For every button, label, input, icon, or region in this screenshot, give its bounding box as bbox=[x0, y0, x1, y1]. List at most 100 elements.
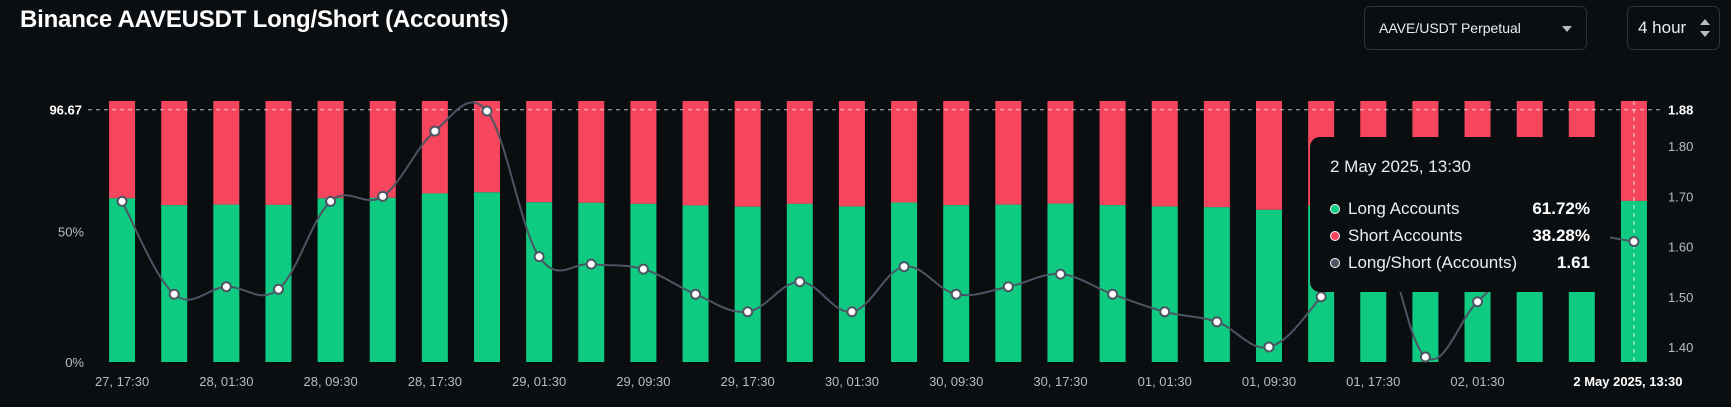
x-tick-label: 01, 01:30 bbox=[1138, 374, 1192, 389]
ratio-legend-dot-icon bbox=[1330, 257, 1340, 268]
interval-select[interactable]: 4 hour bbox=[1627, 6, 1720, 50]
y-left-tick-label: 0% bbox=[65, 355, 84, 370]
long-bar bbox=[474, 192, 500, 362]
long-bar bbox=[943, 205, 970, 362]
short-bar bbox=[421, 101, 448, 194]
short-bar bbox=[943, 101, 970, 206]
ratio-point bbox=[1054, 268, 1066, 280]
y-right-tick-label: 1.40 bbox=[1668, 340, 1693, 355]
chevron-down-icon bbox=[1562, 26, 1572, 32]
long-bar bbox=[109, 198, 136, 362]
ratio-point bbox=[1419, 351, 1431, 363]
short-bar bbox=[1151, 101, 1178, 207]
short-bar bbox=[734, 101, 761, 207]
symbol-select[interactable]: AAVE/USDT Perpetual bbox=[1364, 6, 1587, 50]
long-bar bbox=[1256, 209, 1282, 362]
long-bar bbox=[1151, 206, 1178, 362]
x-tick-label: 29, 01:30 bbox=[512, 374, 566, 389]
tooltip-row-long: Long Accounts 61.72% bbox=[1330, 195, 1590, 222]
long-bar bbox=[630, 203, 657, 362]
ratio-point bbox=[168, 288, 180, 300]
short-bar bbox=[995, 101, 1022, 205]
y-right-tick-label: 1.70 bbox=[1668, 189, 1693, 204]
x-tick-label: 29, 09:30 bbox=[616, 374, 670, 389]
ratio-point bbox=[377, 190, 389, 202]
ratio-point bbox=[950, 288, 962, 300]
symbol-select-label: AAVE/USDT Perpetual bbox=[1379, 20, 1521, 36]
short-bar bbox=[891, 101, 918, 203]
tooltip-value: 38.28% bbox=[1532, 225, 1590, 245]
long-bar bbox=[265, 204, 292, 362]
ratio-point bbox=[637, 263, 649, 275]
ratio-point bbox=[1159, 306, 1171, 318]
ratio-point bbox=[481, 105, 493, 117]
short-bar bbox=[265, 101, 292, 205]
ratio-point bbox=[846, 306, 858, 318]
short-bar bbox=[369, 101, 396, 198]
ratio-point bbox=[220, 281, 232, 293]
chart-title: Binance AAVEUSDT Long/Short (Accounts) bbox=[20, 6, 509, 33]
long-bar bbox=[1099, 205, 1126, 362]
short-bar bbox=[1099, 101, 1126, 206]
short-bar bbox=[578, 101, 605, 203]
tooltip-row-ratio: Long/Short (Accounts) 1.61 bbox=[1330, 249, 1590, 276]
ratio-point bbox=[585, 258, 597, 270]
short-bar bbox=[161, 101, 188, 206]
ratio-point bbox=[429, 125, 441, 137]
x-tick-label: 01, 17:30 bbox=[1346, 374, 1400, 389]
tooltip-row-short: Short Accounts 38.28% bbox=[1330, 222, 1590, 249]
long-bar bbox=[838, 206, 865, 362]
ratio-point bbox=[1211, 316, 1223, 328]
ratio-point bbox=[1315, 291, 1327, 303]
long-bar bbox=[317, 198, 344, 362]
y-right-tick-label: 1.80 bbox=[1668, 139, 1693, 154]
updown-arrows-icon bbox=[1700, 19, 1710, 39]
crosshair-left-label-bg bbox=[40, 98, 88, 121]
long-legend-dot-icon bbox=[1330, 203, 1340, 214]
long-bar bbox=[1620, 200, 1647, 362]
long-bar bbox=[1203, 207, 1230, 362]
long-bar bbox=[1047, 203, 1074, 362]
long-bar bbox=[369, 197, 396, 362]
ratio-point bbox=[1002, 281, 1014, 293]
chart-tooltip: 2 May 2025, 13:30 Long Accounts 61.72% S… bbox=[1310, 137, 1610, 292]
tooltip-label: Long Accounts bbox=[1348, 198, 1460, 218]
x-tick-label: 28, 09:30 bbox=[303, 374, 357, 389]
long-bar bbox=[421, 193, 448, 362]
y-right-tick-label: 1.50 bbox=[1668, 290, 1693, 305]
tooltip-label: Long/Short (Accounts) bbox=[1348, 252, 1518, 272]
crosshair-x-label: 2 May 2025, 13:30 bbox=[1573, 374, 1682, 389]
y-right-tick-label: 1.60 bbox=[1668, 240, 1693, 255]
interval-select-label: 4 hour bbox=[1638, 18, 1687, 37]
crosshair-right-label: 1.88 bbox=[1668, 103, 1693, 118]
x-tick-label: 30, 17:30 bbox=[1033, 374, 1087, 389]
short-bar bbox=[1256, 101, 1282, 210]
ratio-point bbox=[794, 276, 806, 288]
ratio-point bbox=[533, 251, 545, 263]
short-bar bbox=[786, 101, 813, 204]
short-bar bbox=[1203, 101, 1230, 208]
ratio-point bbox=[325, 195, 337, 207]
short-bar bbox=[838, 101, 865, 207]
ratio-point bbox=[898, 261, 910, 273]
short-bar bbox=[526, 101, 553, 203]
tooltip-date: 2 May 2025, 13:30 bbox=[1330, 157, 1471, 176]
x-tick-label: 30, 01:30 bbox=[825, 374, 879, 389]
short-bar bbox=[630, 101, 657, 204]
ratio-point bbox=[1263, 341, 1275, 353]
tooltip-value: 61.72% bbox=[1532, 198, 1590, 218]
crosshair-right-label-bg bbox=[1662, 98, 1710, 121]
short-bar bbox=[682, 101, 709, 206]
short-bar bbox=[1047, 101, 1074, 204]
short-bar bbox=[213, 101, 240, 205]
crosshair-left-label: 96.67 bbox=[49, 103, 82, 118]
x-tick-label: 28, 01:30 bbox=[199, 374, 253, 389]
x-tick-label: 28, 17:30 bbox=[408, 374, 462, 389]
tooltip-label: Short Accounts bbox=[1348, 225, 1463, 245]
tooltip-value: 1.61 bbox=[1556, 252, 1590, 272]
ratio-point bbox=[1628, 236, 1640, 248]
long-bar bbox=[682, 205, 709, 362]
ratio-point bbox=[272, 283, 284, 295]
y-left-tick-label: 50% bbox=[58, 225, 84, 240]
x-tick-label: 30, 09:30 bbox=[929, 374, 983, 389]
